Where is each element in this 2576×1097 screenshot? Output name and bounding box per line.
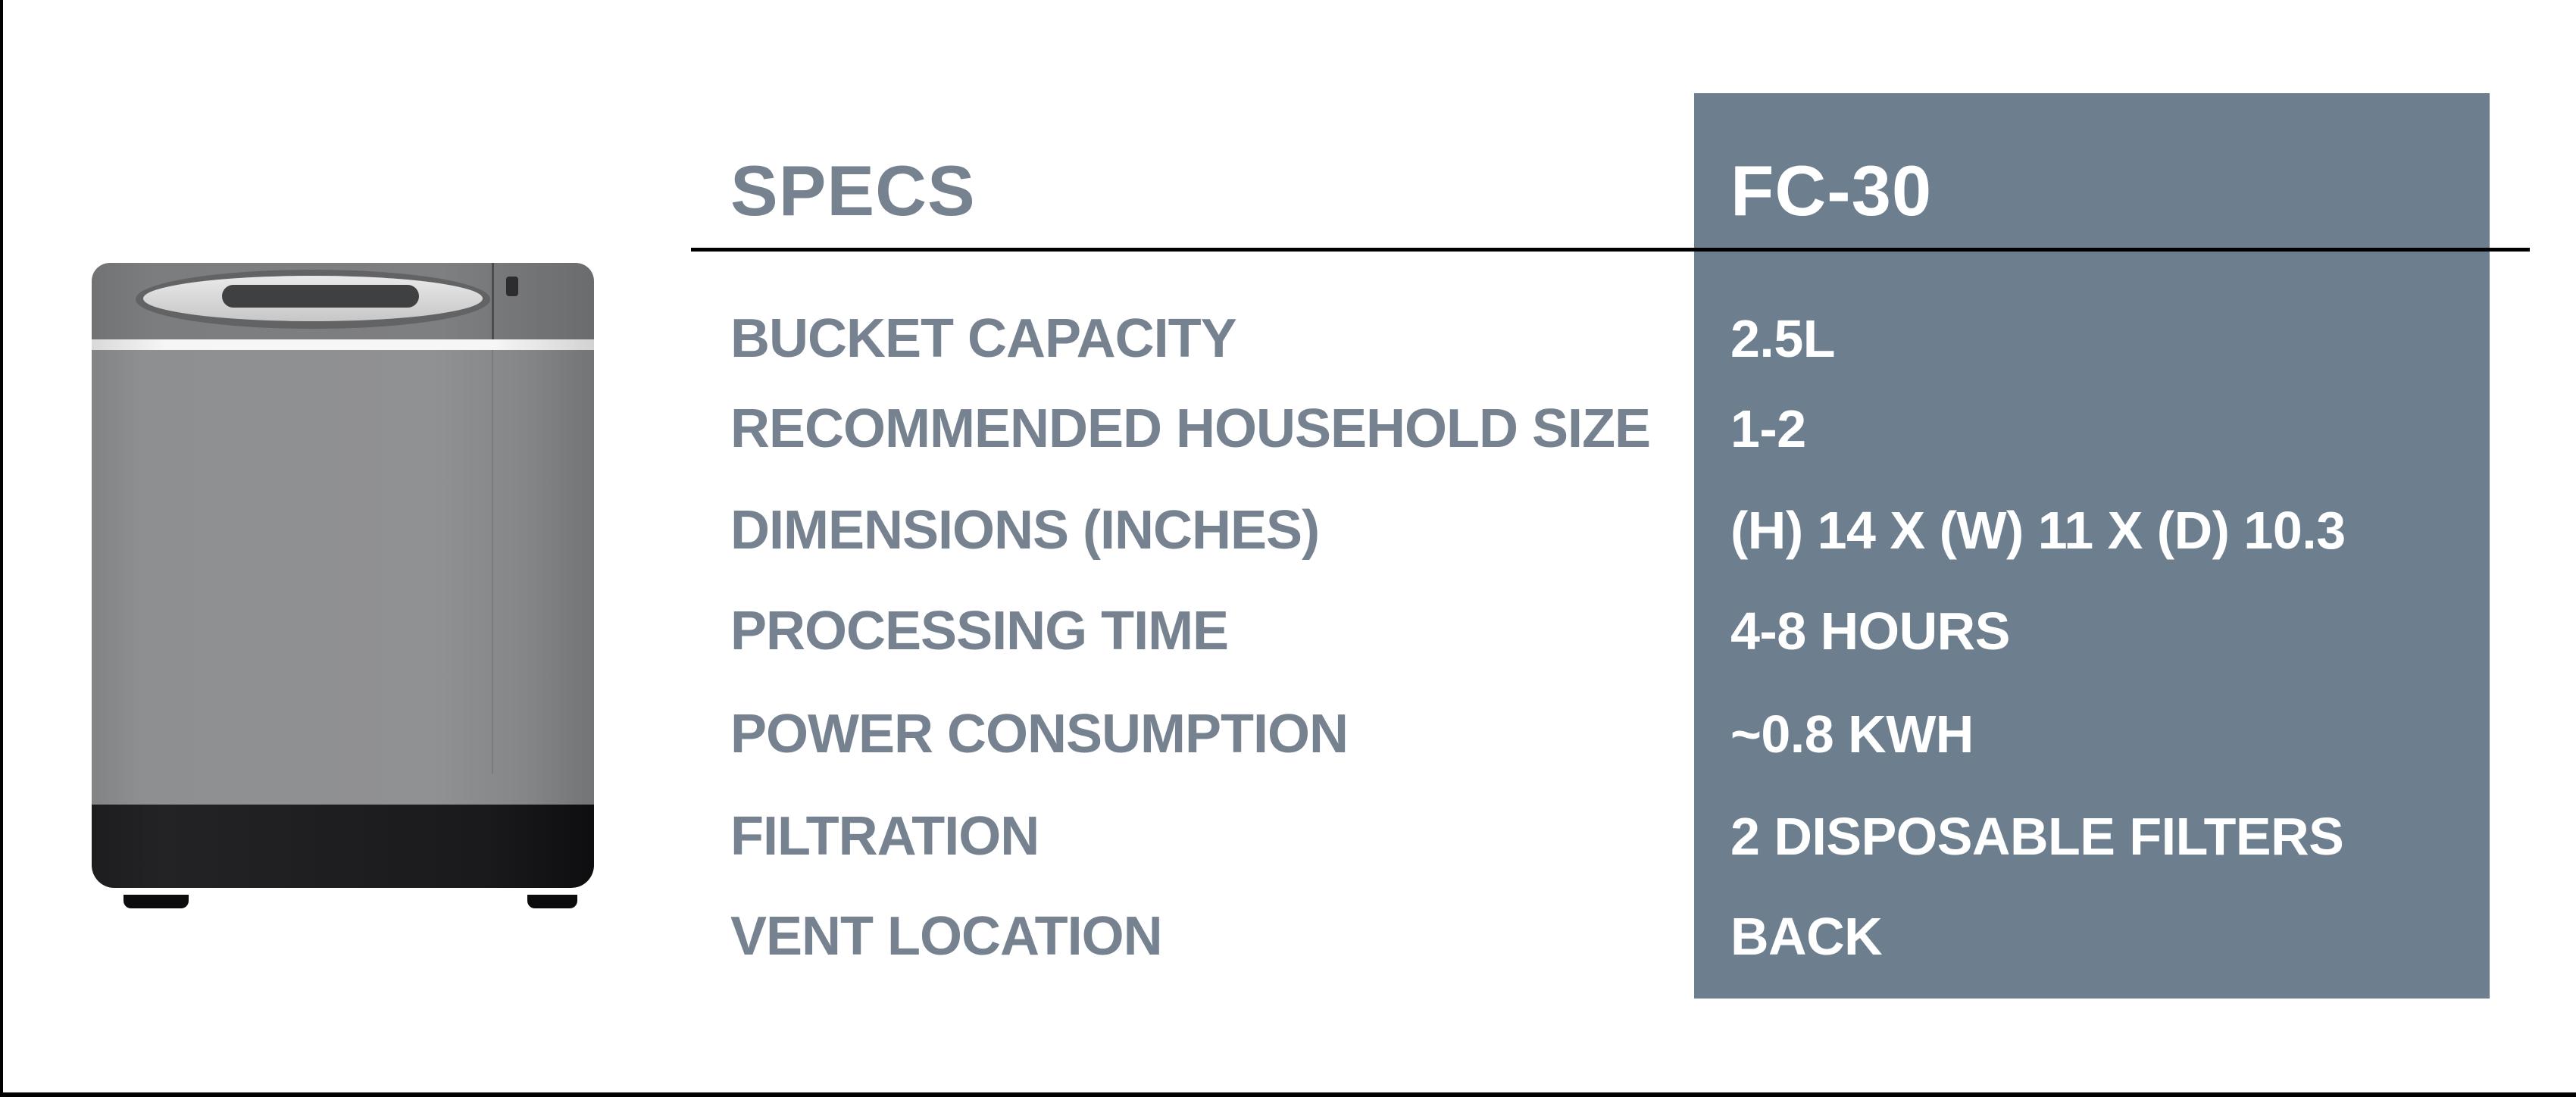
model-column-panel — [1694, 93, 2490, 999]
table-row: RECOMMENDED HOUSEHOLD SIZE 1-2 — [3, 401, 2576, 457]
product-base — [92, 805, 594, 888]
specs-column-header: SPECS — [730, 151, 976, 230]
product-lid-recess — [136, 270, 490, 329]
model-column-header: FC-30 — [1730, 151, 1933, 230]
spec-value: 1-2 — [1730, 399, 1806, 458]
product-lid-button — [506, 277, 518, 296]
spec-value: ~0.8 KWH — [1730, 705, 1974, 764]
product-lid-seam — [492, 263, 494, 339]
table-row: POWER CONSUMPTION ~0.8 KWH — [3, 706, 2576, 762]
spec-value: (H) 14 X (W) 11 X (D) 10.3 — [1730, 501, 2346, 560]
spec-label: PROCESSING TIME — [730, 601, 1229, 661]
product-foot-right — [527, 895, 577, 908]
product-body-seam — [492, 350, 493, 774]
product-lid — [92, 263, 594, 339]
product-body — [92, 350, 594, 805]
spec-label: VENT LOCATION — [730, 906, 1163, 967]
table-row: DIMENSIONS (INCHES) (H) 14 X (W) 11 X (D… — [3, 502, 2576, 558]
table-row: BUCKET CAPACITY 2.5L — [3, 311, 2576, 367]
spec-label: DIMENSIONS (INCHES) — [730, 500, 1320, 561]
spec-rows: BUCKET CAPACITY 2.5L RECOMMENDED HOUSEHO… — [3, 0, 2576, 1092]
table-row: PROCESSING TIME 4-8 HOURS — [3, 603, 2576, 659]
table-row: FILTRATION 2 DISPOSABLE FILTERS — [3, 808, 2576, 864]
spec-value: 2.5L — [1730, 309, 1836, 368]
header-divider-line — [691, 248, 2530, 252]
spec-value: 4-8 HOURS — [1730, 602, 2010, 661]
spec-value: BACK — [1730, 907, 1883, 966]
spec-label: FILTRATION — [730, 806, 1039, 867]
product-image — [92, 263, 594, 908]
product-lid-handle — [222, 285, 419, 308]
product-foot-left — [123, 895, 189, 908]
table-row: VENT LOCATION BACK — [3, 908, 2576, 964]
product-lid-recess-inner — [143, 276, 483, 321]
spec-label: RECOMMENDED HOUSEHOLD SIZE — [730, 398, 1651, 459]
spec-value: 2 DISPOSABLE FILTERS — [1730, 807, 2344, 866]
product-accent-band — [92, 339, 594, 350]
spec-label: POWER CONSUMPTION — [730, 704, 1349, 764]
spec-label: BUCKET CAPACITY — [730, 308, 1237, 369]
